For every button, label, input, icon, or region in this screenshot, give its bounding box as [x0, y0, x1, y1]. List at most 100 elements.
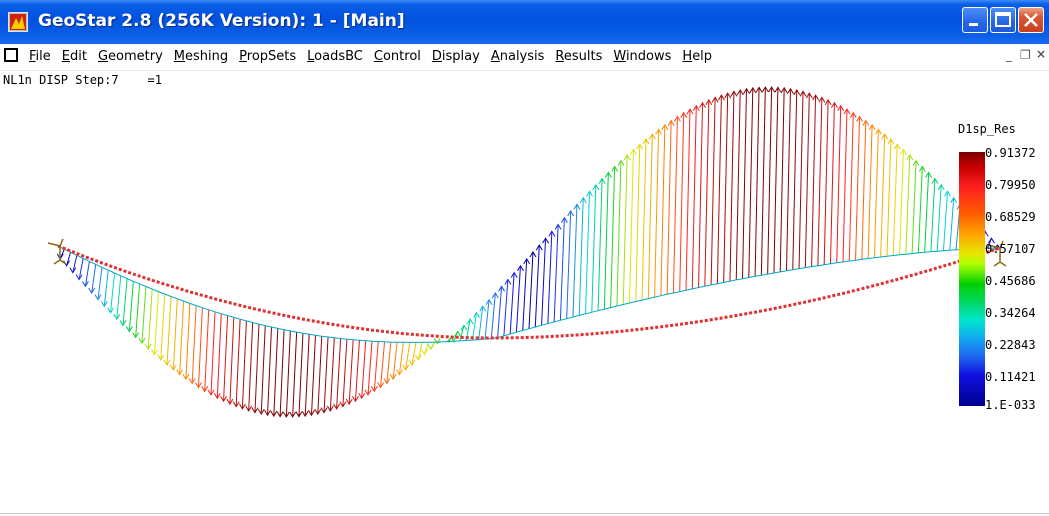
menu-help[interactable]: Help	[682, 49, 713, 64]
displacement-arrow	[829, 102, 835, 264]
arrow-head	[339, 401, 347, 408]
arrow-head	[793, 88, 801, 96]
arrow-head	[598, 177, 606, 184]
menu-file[interactable]: File	[29, 49, 51, 64]
arrow-head	[849, 111, 857, 118]
displacement-arrow	[147, 289, 153, 350]
arrow-head	[358, 392, 366, 400]
arrow-head	[535, 244, 543, 251]
displacement-arrow	[459, 325, 465, 342]
maximize-button[interactable]	[990, 7, 1016, 33]
displacement-arrow	[304, 334, 310, 417]
menu-edit[interactable]: Edit	[61, 49, 87, 64]
document-icon[interactable]	[4, 48, 18, 62]
arrow-head	[213, 392, 221, 400]
displacement-arrow	[654, 129, 660, 298]
displacement-arrow	[179, 301, 185, 375]
arrow-head	[498, 285, 506, 292]
displacement-arrow	[597, 178, 603, 311]
arrow-head	[824, 98, 832, 106]
arrow-head	[856, 115, 863, 122]
displacement-arrow	[754, 87, 760, 277]
analysis-status-text: NL1n DISP Step:7 =1	[3, 73, 162, 87]
displacement-arrow	[930, 178, 936, 252]
arrow-head	[370, 386, 378, 393]
mdi-close-button[interactable]: ×	[1036, 47, 1047, 61]
arrow-head	[805, 92, 813, 99]
displacement-arrow	[317, 336, 323, 415]
minimize-button[interactable]	[962, 7, 988, 33]
arrow-head	[699, 101, 706, 108]
arrow-head	[705, 98, 713, 106]
menu-geometry[interactable]: Geometry	[97, 49, 163, 64]
right-support-icon	[987, 240, 1007, 267]
displacement-arrow	[635, 144, 641, 302]
displacement-arrow	[541, 238, 547, 326]
arrow-head	[868, 123, 876, 131]
close-button[interactable]	[1018, 7, 1044, 33]
arrow-head	[893, 143, 901, 150]
arrow-head	[383, 378, 391, 385]
displacement-arrow	[329, 337, 335, 411]
legend-label: 0.45686	[985, 274, 1036, 288]
displacement-arrow	[660, 124, 666, 296]
displacement-arrow	[91, 264, 97, 294]
displacement-arrow	[122, 278, 128, 326]
arrow-head	[81, 281, 89, 288]
arrow-head	[761, 86, 769, 93]
arrow-head	[831, 101, 838, 108]
displacement-arrow	[223, 315, 229, 402]
displacement-arrow	[310, 335, 316, 416]
arrow-head	[282, 411, 290, 418]
displacement-arrow	[197, 307, 203, 388]
menu-propsets[interactable]: PropSets	[239, 49, 297, 64]
legend-label: 0.34264	[985, 306, 1036, 320]
displacement-arrow	[905, 154, 911, 255]
displacement-arrow	[911, 160, 917, 254]
displacement-arrow	[503, 279, 509, 336]
arrow-head	[163, 359, 171, 366]
legend-label: 0.57107	[985, 242, 1036, 256]
displacement-arrow	[216, 313, 222, 399]
displacement-arrow	[298, 333, 304, 417]
menu-control[interactable]: Control	[373, 49, 421, 64]
arrow-head	[686, 108, 694, 115]
legend-label: 1.E-033	[985, 398, 1036, 412]
displacement-arrow	[848, 112, 854, 262]
displacement-arrow	[229, 317, 235, 405]
legend-label: 0.68529	[985, 210, 1036, 224]
menu-meshing[interactable]: Meshing	[173, 49, 229, 64]
displacement-arrow	[672, 116, 678, 293]
mdi-restore-button[interactable]: ❐	[1020, 48, 1031, 62]
menu-analysis[interactable]: Analysis	[490, 49, 545, 64]
arrow-head	[119, 320, 127, 327]
displacement-arrow	[380, 341, 386, 388]
arrow-head	[207, 389, 215, 396]
displacement-arrow	[553, 224, 559, 323]
title-bar[interactable]: GeoStar 2.8 (256K Version): 1 - [Main]	[0, 0, 1049, 45]
arrow-head	[554, 223, 562, 230]
arrow-head	[604, 171, 612, 178]
deformed-shape-line	[57, 245, 1001, 343]
displacement-arrow	[936, 184, 942, 252]
menu-loadsbc[interactable]: LoadsBC	[307, 49, 363, 64]
menu-windows[interactable]: Windows	[613, 49, 672, 64]
menu-results[interactable]: Results	[555, 49, 603, 64]
arrow-head	[730, 90, 738, 97]
displacement-arrow	[116, 275, 122, 320]
arrow-head	[295, 411, 303, 418]
arrow-head	[308, 409, 315, 417]
arrow-head	[238, 403, 246, 410]
menu-display[interactable]: Display	[431, 49, 480, 64]
displacement-arrow	[666, 120, 672, 295]
displacement-arrow	[534, 245, 540, 328]
arrow-head	[479, 305, 487, 312]
arrow-head	[169, 364, 177, 371]
displacement-arrow	[267, 326, 273, 416]
color-legend-bar	[959, 152, 985, 406]
arrow-head	[906, 154, 914, 161]
displacement-arrow	[616, 160, 622, 307]
mdi-minimize-button[interactable]: _	[1006, 48, 1012, 62]
arrow-head	[485, 298, 493, 305]
